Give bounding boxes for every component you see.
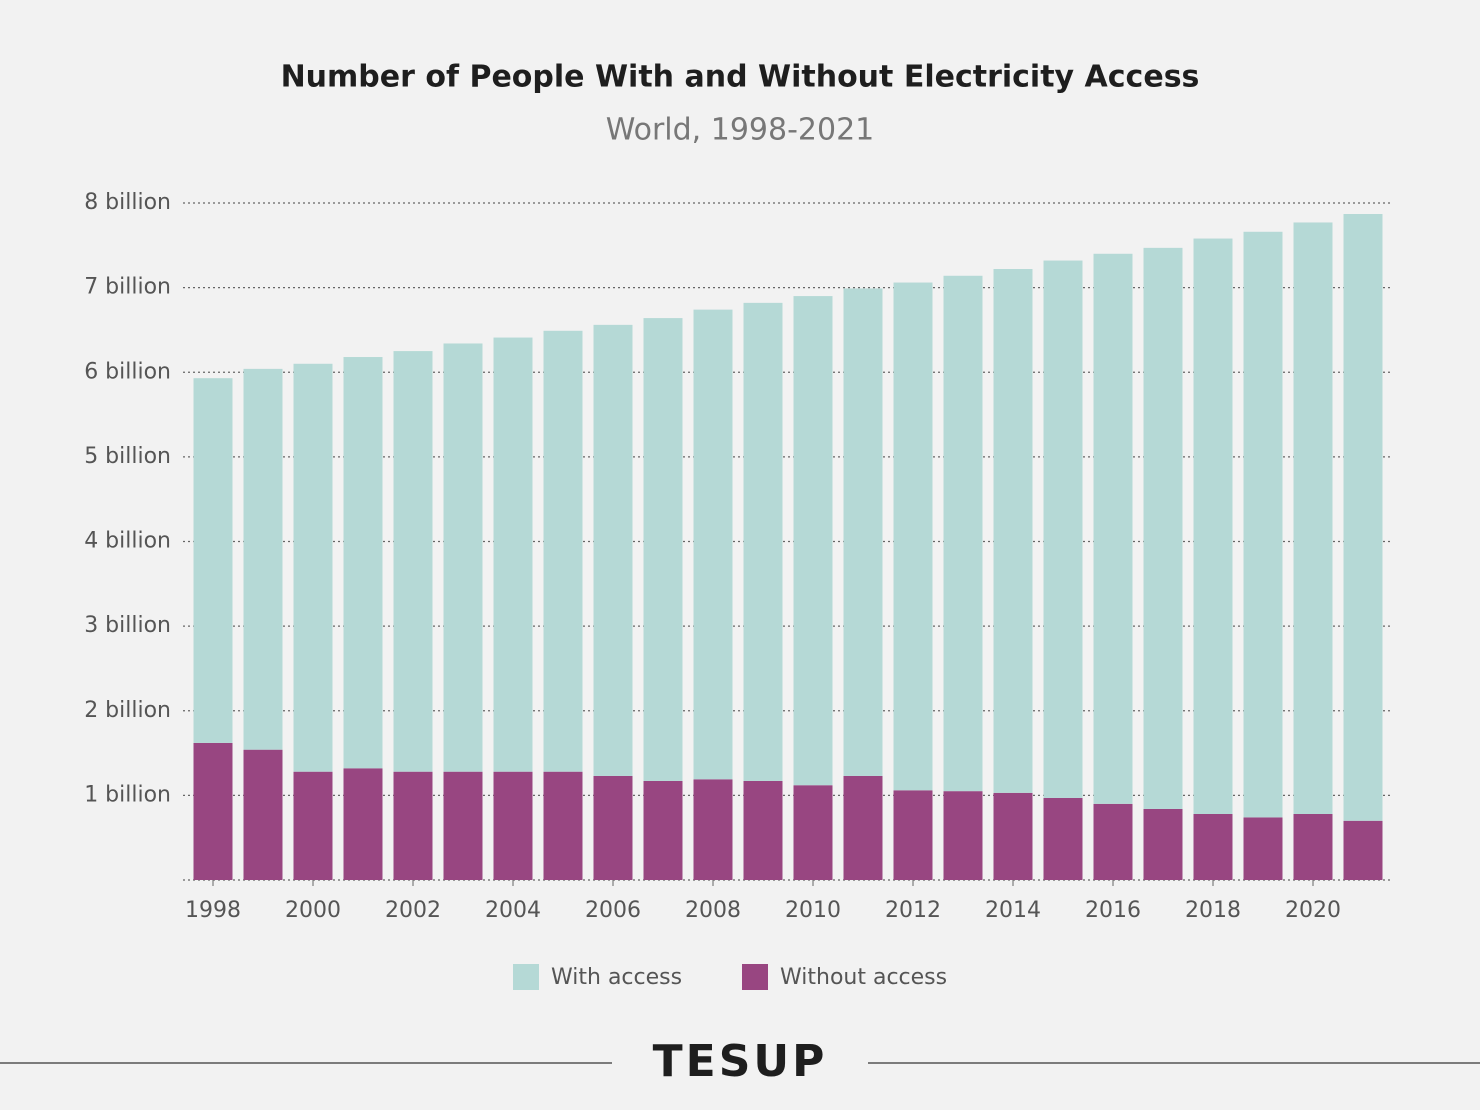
- bar-segment: [843, 775, 883, 880]
- bar-segment: [493, 337, 533, 772]
- bar-segment: [1243, 817, 1283, 880]
- bar-segment: [1293, 222, 1333, 814]
- bar-segment: [693, 779, 733, 880]
- bar-segment: [493, 771, 533, 880]
- bar-segment: [543, 771, 583, 880]
- x-tick-label: 2000: [285, 898, 341, 923]
- bar-segment: [743, 302, 783, 781]
- bar-segment: [693, 309, 733, 780]
- bar-segment: [943, 791, 983, 880]
- bar-segment: [793, 785, 833, 880]
- bar-segment: [243, 749, 283, 880]
- legend-label: Without access: [780, 965, 947, 990]
- bar-segment: [393, 771, 433, 880]
- bar-segment: [643, 318, 683, 781]
- bar-segment: [293, 363, 333, 772]
- y-tick-label: 4 billion: [84, 529, 171, 554]
- bar-segment: [443, 771, 483, 880]
- bar-segment: [1343, 214, 1383, 821]
- bar-segment: [993, 269, 1033, 793]
- y-tick-label: 8 billion: [84, 190, 171, 215]
- bar-segment: [893, 790, 933, 880]
- bar-segment: [343, 768, 383, 880]
- x-tick-label: 2008: [685, 898, 741, 923]
- bar-segment: [1043, 260, 1083, 798]
- bar-segment: [993, 792, 1033, 880]
- bar-segment: [643, 780, 683, 880]
- bar-segment: [793, 296, 833, 786]
- bar-segment: [1043, 797, 1083, 880]
- legend-swatch: [513, 964, 539, 990]
- bar-segment: [593, 775, 633, 880]
- x-tick-label: 2018: [1185, 898, 1241, 923]
- bar-segment: [293, 771, 333, 880]
- x-tick-label: 2006: [585, 898, 641, 923]
- bar-segment: [893, 282, 933, 791]
- bar-segment: [743, 780, 783, 880]
- y-tick-label: 2 billion: [84, 698, 171, 723]
- x-tick-label: 2020: [1285, 898, 1341, 923]
- bar-segment: [1093, 803, 1133, 880]
- bar-segment: [1243, 231, 1283, 818]
- bar-segment: [443, 343, 483, 772]
- bar-segment: [1143, 247, 1183, 809]
- bar-segment: [543, 330, 583, 772]
- y-tick-label: 3 billion: [84, 613, 171, 638]
- x-tick-label: 2010: [785, 898, 841, 923]
- bar-segment: [943, 275, 983, 792]
- x-tick-label: 1998: [185, 898, 241, 923]
- bar-segment: [193, 742, 233, 880]
- bar-segment: [593, 324, 633, 776]
- bar-segment: [843, 288, 883, 776]
- bar-segment: [1293, 813, 1333, 880]
- legend-label: With access: [551, 965, 682, 990]
- bar-segment: [393, 351, 433, 772]
- brand-logo: TESUP: [653, 1036, 828, 1087]
- x-tick-label: 2004: [485, 898, 541, 923]
- x-tick-label: 2012: [885, 898, 941, 923]
- y-tick-label: 6 billion: [84, 359, 171, 384]
- y-tick-label: 7 billion: [84, 275, 171, 300]
- bar-segment: [1143, 808, 1183, 880]
- bar-segment: [343, 357, 383, 769]
- bar-segment: [193, 378, 233, 743]
- bar-segment: [1193, 238, 1233, 814]
- chart-title: Number of People With and Without Electr…: [281, 60, 1200, 95]
- bar-segment: [1343, 820, 1383, 880]
- x-tick-label: 2016: [1085, 898, 1141, 923]
- chart-subtitle: World, 1998-2021: [606, 113, 875, 148]
- bar-segment: [243, 368, 283, 750]
- legend-swatch: [742, 964, 768, 990]
- bar-segment: [1093, 253, 1133, 804]
- y-tick-label: 5 billion: [84, 444, 171, 469]
- bar-segment: [1193, 813, 1233, 880]
- y-tick-label: 1 billion: [84, 782, 171, 807]
- x-tick-label: 2002: [385, 898, 441, 923]
- x-tick-label: 2014: [985, 898, 1041, 923]
